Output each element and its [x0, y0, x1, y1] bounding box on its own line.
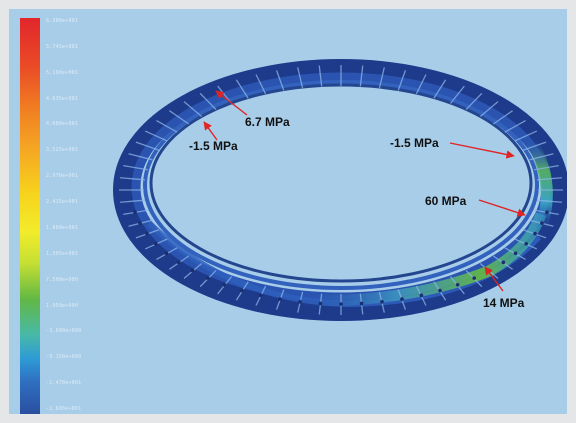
ring-bolt-hole: [501, 260, 506, 265]
legend-tick-label: 7.500e+000: [46, 276, 79, 283]
ring-rib: [235, 79, 249, 99]
ring-rib: [449, 85, 465, 104]
ring-rib: [275, 70, 285, 91]
legend-tick-label: 4.080e+001: [46, 121, 79, 128]
legend-tick-label: -1.600e+001: [46, 406, 82, 412]
ring-rib: [479, 101, 499, 117]
callout-60-mpa: 60 MPa: [425, 194, 467, 208]
ring-rib: [123, 164, 148, 171]
ring-bolt-hole: [533, 231, 537, 236]
ring-rib: [359, 65, 364, 87]
ring-rib: [120, 177, 146, 181]
legend-tick-label: 2.970e+001: [46, 173, 79, 180]
ring-rib: [120, 199, 146, 203]
ring-rib: [183, 101, 203, 117]
ring-bolt-hole: [240, 288, 244, 293]
ring-rib: [534, 164, 559, 171]
ring-rib: [465, 92, 483, 111]
ring-bolt-hole: [524, 241, 529, 246]
ring-bolt-hole: [222, 282, 227, 287]
ring-bolt-hole: [145, 231, 149, 236]
ring-bolt-hole: [318, 301, 323, 306]
callout-minus-1-5-mpa-left: -1.5 MPa: [189, 139, 238, 153]
legend-tick-label: 1.860e+001: [46, 224, 79, 231]
legend-tick-label: -3.600e+000: [46, 328, 82, 335]
ring-bolt-hole: [438, 288, 442, 293]
ring-bolt-hole: [190, 268, 195, 273]
ring-rib: [415, 74, 427, 95]
ring-bolt-hole: [133, 210, 137, 215]
ring-rib: [522, 141, 547, 151]
ring-bolt-hole: [359, 301, 364, 306]
ring-bolt-hole: [205, 276, 210, 280]
ring-rib: [397, 70, 407, 91]
ring-bolt-hole: [455, 282, 460, 287]
ring-bolt-hole: [380, 300, 384, 304]
legend-tick-label: -9.150e+000: [46, 354, 82, 361]
ring-rib: [378, 67, 385, 89]
ring-rib: [536, 177, 562, 181]
legend-tick-label: -1.470e+001: [46, 380, 82, 387]
ring-rib: [529, 153, 554, 161]
ring-bolt-hole: [298, 300, 302, 304]
fea-viewport[interactable]: 6.300e+001 5.745e+001 5.190e+001 4.635e+001…: [9, 9, 567, 414]
ring-bolt-hole: [540, 221, 544, 225]
ring-bolt-hole: [278, 297, 282, 301]
ring-model: [113, 59, 567, 321]
stress-legend-colorbar: [20, 18, 40, 414]
ring-rib: [169, 110, 190, 125]
ring-rib: [135, 141, 160, 151]
ring-bolt-hole: [258, 293, 263, 298]
legend-tick-label: 1.950e+000: [46, 302, 79, 309]
ring-rib: [128, 153, 153, 161]
ring-bolt-hole: [176, 260, 181, 265]
ring-rib: [492, 110, 513, 125]
ring-bolt-hole: [472, 276, 477, 280]
ring-bolt-hole: [138, 221, 142, 225]
legend-tick-label: 4.635e+001: [46, 95, 79, 102]
legend-tick-label: 3.525e+001: [46, 147, 79, 154]
ring-bolt-hole: [339, 302, 343, 306]
ring-bolt-hole: [545, 210, 549, 215]
legend-tick-label: 1.305e+001: [46, 250, 79, 257]
ring-rib: [156, 119, 178, 133]
ring-rib: [144, 130, 168, 142]
ring-rib: [504, 119, 526, 133]
callout-14-mpa: 14 MPa: [483, 296, 525, 310]
ring-bolt-hole: [419, 293, 424, 298]
legend-tick-label: 2.415e+001: [46, 199, 79, 206]
legend-tick-label: 6.300e+001: [46, 18, 79, 24]
ring-rib: [536, 199, 562, 203]
ring-bolt-hole: [164, 251, 169, 256]
callout-minus-1-5-mpa-right: -1.5 MPa: [390, 136, 439, 150]
ring-bolt-hole: [513, 251, 518, 256]
callout-6-7-mpa: 6.7 MPa: [245, 115, 290, 129]
ring-rib: [199, 92, 217, 111]
legend-tick-label: 5.190e+001: [46, 69, 79, 76]
ring-rib: [514, 130, 538, 142]
ring-bolt-hole: [400, 297, 404, 301]
ring-bolt-hole: [153, 241, 158, 246]
ring-rib: [255, 74, 267, 95]
legend-tick-label: 5.745e+001: [46, 43, 79, 50]
ring-rib: [297, 67, 304, 89]
ring-stiffener-ribs: [119, 65, 563, 315]
callout-arrows: [203, 90, 526, 292]
ring-rib: [318, 65, 323, 87]
ring-rib: [433, 79, 447, 99]
